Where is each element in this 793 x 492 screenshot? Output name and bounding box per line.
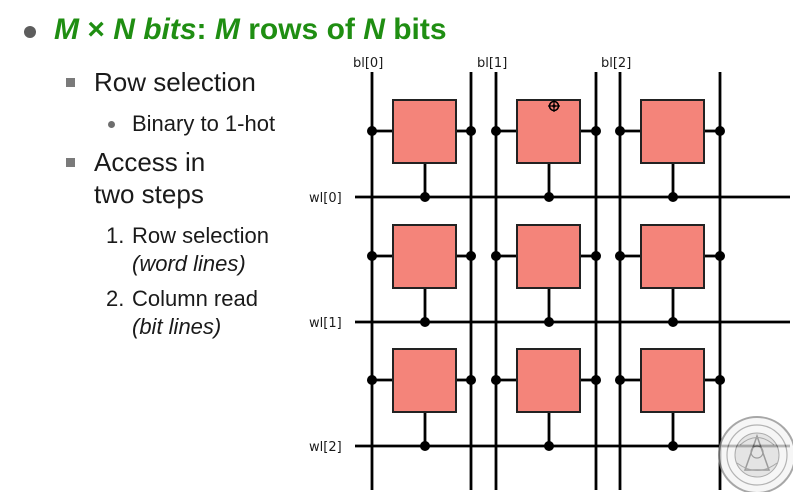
bullet-access-line2: two steps [94, 179, 204, 209]
bullet-row-selection: Row selection [94, 67, 256, 97]
memory-cell-1-2 [640, 224, 705, 289]
memory-cell-1-1 [516, 224, 581, 289]
square-bullet [66, 78, 75, 87]
wordline-label-0: wl[0] [309, 191, 342, 206]
memory-cell-0-0 [392, 99, 457, 164]
pointer-icon [548, 100, 560, 112]
step2-label: Column read [132, 286, 258, 311]
title-bits2: bits [384, 13, 447, 46]
junction-dots [367, 126, 725, 451]
memory-cell-2-0 [392, 348, 457, 413]
title-bits: bits [134, 13, 197, 46]
title-bullet [24, 26, 36, 38]
round-bullet [108, 121, 115, 128]
title-times: × [79, 13, 114, 46]
university-seal-logo [718, 416, 793, 492]
bullet-binary-to-onehot: Binary to 1-hot [132, 111, 276, 136]
title-rows-of: rows of [239, 13, 364, 46]
step1-note: (word lines) [132, 251, 246, 276]
memory-cell-1-0 [392, 224, 457, 289]
memory-cell-2-2 [640, 348, 705, 413]
step2-number: 2. [106, 286, 125, 311]
memory-cell-0-2 [640, 99, 705, 164]
bitline-label-2: bl[2] [601, 56, 631, 71]
wordline-label-2: wl[2] [309, 440, 342, 455]
step2-note: (bit lines) [132, 314, 222, 339]
title-m: M [54, 13, 79, 46]
square-bullet [66, 158, 75, 167]
title-colon: : [196, 13, 215, 46]
slide-title: M × N bits: M rows of N bits [54, 8, 447, 52]
bitline-label-0: bl[0] [353, 56, 383, 71]
title-m2: M [214, 13, 240, 46]
title-n2: N [363, 13, 385, 46]
title-n: N [113, 13, 135, 46]
step1-label: Row selection [132, 223, 269, 248]
wordline-label-1: wl[1] [309, 316, 342, 331]
memory-cell-2-1 [516, 348, 581, 413]
bitline-label-1: bl[1] [477, 56, 507, 71]
step1-number: 1. [106, 223, 125, 248]
memory-cell-0-1 [516, 99, 581, 164]
bullet-access-line1: Access in [94, 147, 206, 177]
